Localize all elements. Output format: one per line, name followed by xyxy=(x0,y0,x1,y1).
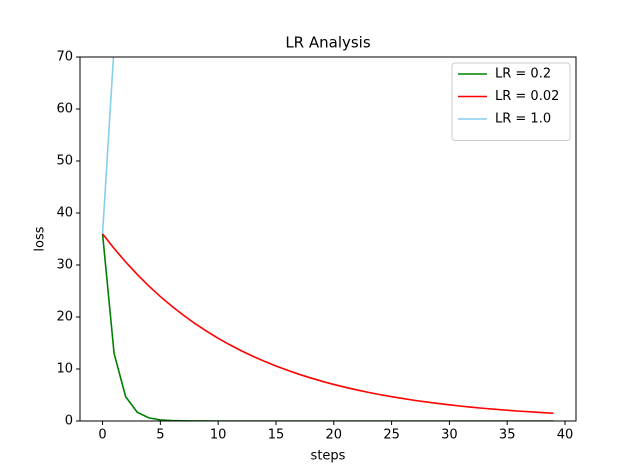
y-tick-label: 70 xyxy=(56,50,73,65)
y-axis-label: loss xyxy=(33,226,48,251)
y-tick-label: 50 xyxy=(56,154,73,169)
y-tick-label: 10 xyxy=(56,362,73,377)
legend-label: LR = 1.0 xyxy=(495,112,551,127)
y-tick-label: 40 xyxy=(56,206,73,221)
x-tick-label: 40 xyxy=(557,428,574,443)
x-tick-label: 0 xyxy=(98,428,106,443)
data-line xyxy=(101,233,554,421)
legend-box xyxy=(451,62,571,141)
data-line xyxy=(101,233,554,415)
y-tick-label: 60 xyxy=(56,102,73,117)
x-tick-label: 5 xyxy=(156,428,164,443)
y-tick-label: 20 xyxy=(56,310,73,325)
x-tick-label: 30 xyxy=(441,428,458,443)
axes-frame xyxy=(79,56,577,422)
x-axis-label: steps xyxy=(311,449,346,464)
y-tick-label: 30 xyxy=(56,258,73,273)
chart-title: LR Analysis xyxy=(285,34,371,52)
legend-label: LR = 0.2 xyxy=(495,67,551,82)
x-tick-label: 35 xyxy=(499,428,516,443)
x-tick-label: 20 xyxy=(326,428,343,443)
x-tick-label: 10 xyxy=(210,428,227,443)
x-tick-label: 15 xyxy=(268,428,285,443)
y-tick-label: 0 xyxy=(65,414,73,429)
legend-label: LR = 0.02 xyxy=(495,89,559,104)
x-tick-label: 25 xyxy=(383,428,400,443)
